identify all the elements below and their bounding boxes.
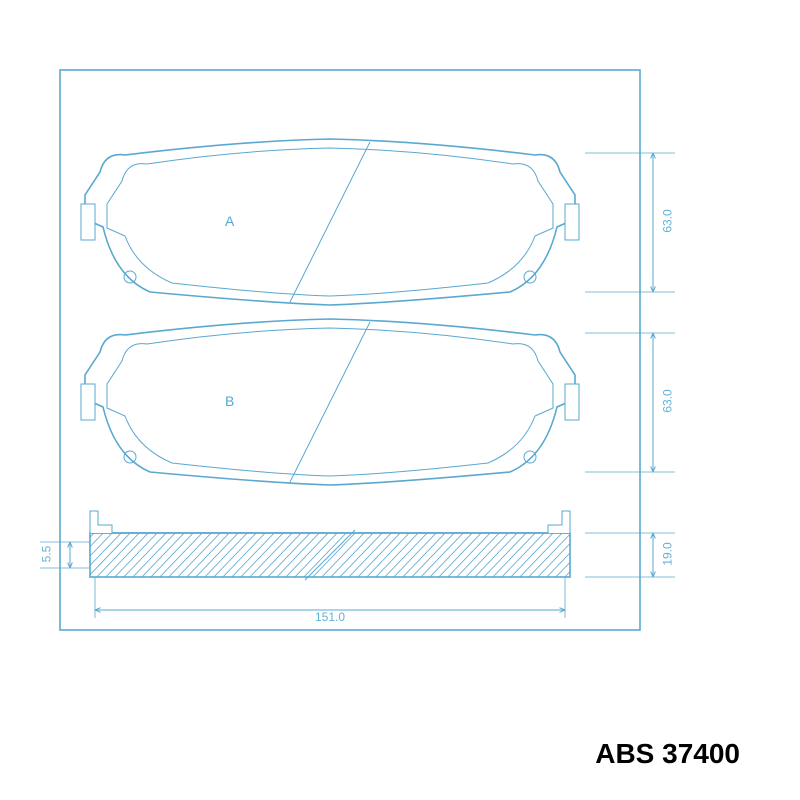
dim-thickness: 19.0 — [662, 542, 674, 565]
caption: ABS 37400 — [595, 738, 740, 770]
dim-clip: 5.5 — [40, 546, 52, 563]
dim-pad-a-height: 63.0 — [662, 209, 674, 232]
dim-pad-b-height: 63.0 — [662, 389, 674, 412]
pad-a-label: A — [225, 213, 234, 229]
dim-width: 151.0 — [315, 611, 345, 623]
pad-b-label: B — [225, 393, 234, 409]
